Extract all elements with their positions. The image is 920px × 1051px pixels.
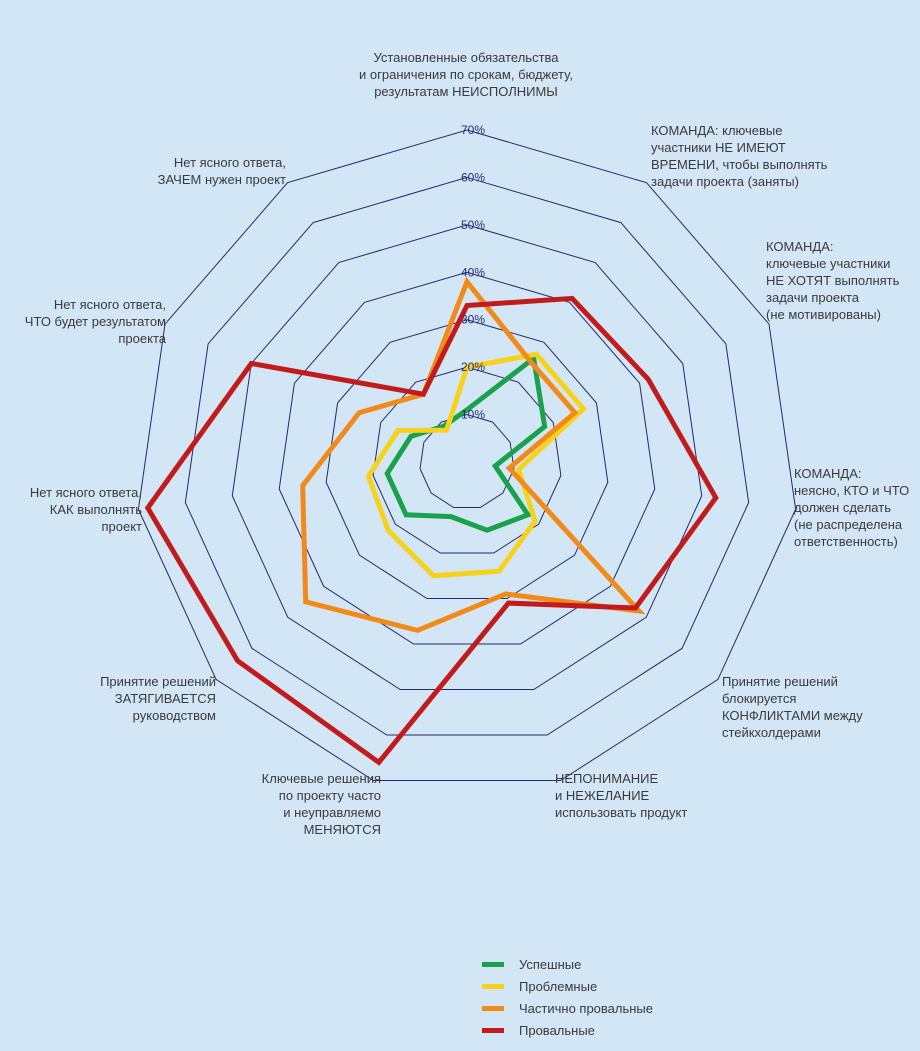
axis-label-2: КОМАНДА: ключевые участники НЕ ХОТЯТ выпол… (766, 239, 900, 322)
tick-label: 60% (461, 170, 485, 184)
axis-label-0: Установленные обязательства и ограничения… (359, 50, 573, 99)
legend: Успешные Проблемные Частично провальные Про… (482, 954, 742, 1042)
axis-labels: Установленные обязательства и ограничения… (25, 50, 909, 837)
grid-ring (419, 414, 515, 509)
series-line-2 (300, 276, 646, 634)
tick-label: 70% (461, 123, 485, 137)
legend-swatch (482, 984, 504, 989)
tick-label: 40% (461, 265, 485, 279)
axis-label-4: Принятие решений блокируется КОНФЛИКТАМИ м… (722, 674, 863, 740)
grid-ring (325, 319, 609, 600)
grid-ring (184, 176, 750, 736)
legend-label: Провальные (519, 1023, 595, 1038)
axis-label-8: Нет ясного ответа, КАК выполнять проект (30, 485, 142, 534)
radar-grid (137, 129, 797, 782)
grid-ring (231, 224, 703, 691)
legend-label: Частично провальные (519, 1001, 654, 1016)
legend-swatch (482, 962, 504, 967)
axis-label-7: Принятие решений ЗАТЯГИВАЕТСЯ руководством (100, 674, 216, 723)
axis-label-10: Нет ясного ответа, ЗАЧЕМ нужен проект (158, 155, 286, 187)
tick-labels: 10% 20% 30% 40% 50% 60% 70% (461, 123, 485, 422)
axis-label-5: НЕПОНИМАНИЕ и НЕЖЕЛАНИЕ использовать проду… (555, 771, 687, 820)
series-line-1 (365, 351, 587, 579)
series-line-0 (384, 353, 548, 533)
legend-swatch (482, 1006, 504, 1011)
axis-label-6: Ключевые решения по проекту часто и неупра… (262, 771, 381, 837)
axis-label-3: КОМАНДА: неясно, КТО и ЧТО должен сделать(… (794, 466, 909, 549)
tick-label: 20% (461, 360, 485, 374)
legend-item: Частично провальные (482, 998, 742, 1020)
grid-ring (278, 271, 656, 645)
tick-label: 30% (461, 313, 485, 327)
series-line-3 (144, 295, 719, 766)
grid-ring (372, 366, 562, 554)
legend-item: Проблемные (482, 976, 742, 998)
axis-label-9: Нет ясного ответа, ЧТО будет результатом п… (25, 297, 167, 346)
tick-label: 50% (461, 218, 485, 232)
legend-label: Успешные (519, 957, 582, 972)
legend-item: Успешные (482, 954, 742, 976)
radar-series (144, 276, 719, 766)
legend-swatch (482, 1028, 504, 1033)
grid-ring (137, 129, 797, 782)
tick-label: 10% (461, 408, 485, 422)
legend-item: Провальные (482, 1020, 742, 1042)
axis-label-1: КОМАНДА: ключевые участники НЕ ИМЕЮТ ВРЕМЕ… (651, 123, 828, 189)
legend-label: Проблемные (519, 979, 598, 994)
